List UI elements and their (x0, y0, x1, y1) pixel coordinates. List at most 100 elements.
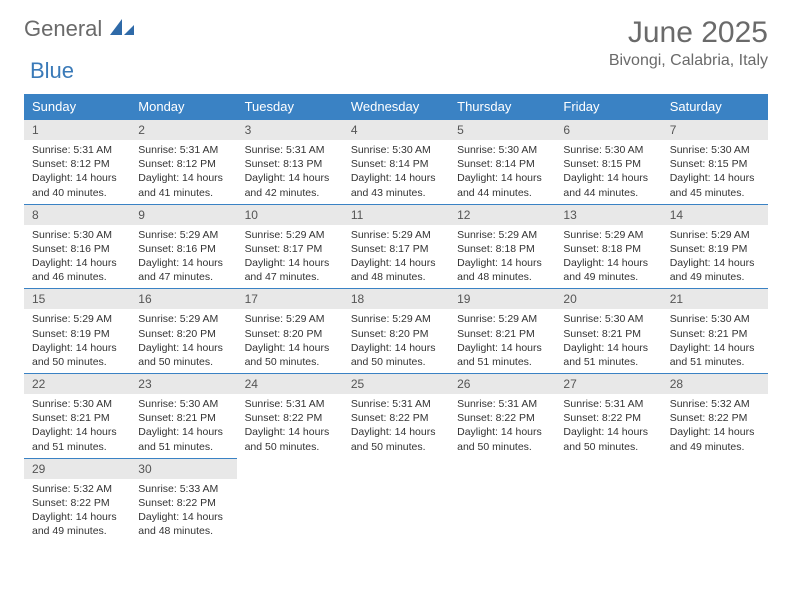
calendar-cell: 17Sunrise: 5:29 AMSunset: 8:20 PMDayligh… (237, 289, 343, 374)
location: Bivongi, Calabria, Italy (609, 52, 768, 70)
weekday-header: Monday (130, 94, 236, 120)
day-details: Sunrise: 5:30 AMSunset: 8:15 PMDaylight:… (555, 140, 661, 204)
logo-sail-icon (108, 17, 136, 42)
calendar-cell (343, 458, 449, 542)
calendar-cell: 16Sunrise: 5:29 AMSunset: 8:20 PMDayligh… (130, 289, 236, 374)
day-details: Sunrise: 5:29 AMSunset: 8:20 PMDaylight:… (130, 309, 236, 373)
day-number: 2 (130, 120, 236, 140)
day-number: 27 (555, 374, 661, 394)
calendar-cell (555, 458, 661, 542)
calendar-cell: 5Sunrise: 5:30 AMSunset: 8:14 PMDaylight… (449, 120, 555, 205)
day-details: Sunrise: 5:31 AMSunset: 8:22 PMDaylight:… (237, 394, 343, 458)
day-number: 23 (130, 374, 236, 394)
calendar-cell: 28Sunrise: 5:32 AMSunset: 8:22 PMDayligh… (662, 374, 768, 459)
weekday-header: Thursday (449, 94, 555, 120)
day-details: Sunrise: 5:32 AMSunset: 8:22 PMDaylight:… (24, 479, 130, 543)
day-number: 7 (662, 120, 768, 140)
calendar-cell: 18Sunrise: 5:29 AMSunset: 8:20 PMDayligh… (343, 289, 449, 374)
calendar-week: 1Sunrise: 5:31 AMSunset: 8:12 PMDaylight… (24, 120, 768, 205)
day-number: 28 (662, 374, 768, 394)
calendar-cell: 26Sunrise: 5:31 AMSunset: 8:22 PMDayligh… (449, 374, 555, 459)
calendar-cell: 11Sunrise: 5:29 AMSunset: 8:17 PMDayligh… (343, 204, 449, 289)
calendar-cell (662, 458, 768, 542)
day-details: Sunrise: 5:32 AMSunset: 8:22 PMDaylight:… (662, 394, 768, 458)
day-details: Sunrise: 5:29 AMSunset: 8:20 PMDaylight:… (343, 309, 449, 373)
weekday-header: Sunday (24, 94, 130, 120)
calendar-week: 8Sunrise: 5:30 AMSunset: 8:16 PMDaylight… (24, 204, 768, 289)
day-number: 10 (237, 205, 343, 225)
day-number: 1 (24, 120, 130, 140)
day-number: 6 (555, 120, 661, 140)
calendar-cell: 7Sunrise: 5:30 AMSunset: 8:15 PMDaylight… (662, 120, 768, 205)
calendar-cell: 21Sunrise: 5:30 AMSunset: 8:21 PMDayligh… (662, 289, 768, 374)
calendar-cell: 15Sunrise: 5:29 AMSunset: 8:19 PMDayligh… (24, 289, 130, 374)
calendar-cell: 24Sunrise: 5:31 AMSunset: 8:22 PMDayligh… (237, 374, 343, 459)
day-details: Sunrise: 5:29 AMSunset: 8:21 PMDaylight:… (449, 309, 555, 373)
day-details: Sunrise: 5:30 AMSunset: 8:15 PMDaylight:… (662, 140, 768, 204)
calendar-cell: 22Sunrise: 5:30 AMSunset: 8:21 PMDayligh… (24, 374, 130, 459)
day-number: 13 (555, 205, 661, 225)
calendar-cell: 19Sunrise: 5:29 AMSunset: 8:21 PMDayligh… (449, 289, 555, 374)
day-details: Sunrise: 5:29 AMSunset: 8:18 PMDaylight:… (555, 225, 661, 289)
day-number: 21 (662, 289, 768, 309)
calendar-cell: 29Sunrise: 5:32 AMSunset: 8:22 PMDayligh… (24, 458, 130, 542)
calendar-cell: 8Sunrise: 5:30 AMSunset: 8:16 PMDaylight… (24, 204, 130, 289)
calendar-cell: 25Sunrise: 5:31 AMSunset: 8:22 PMDayligh… (343, 374, 449, 459)
day-details: Sunrise: 5:29 AMSunset: 8:18 PMDaylight:… (449, 225, 555, 289)
day-number: 29 (24, 459, 130, 479)
day-details: Sunrise: 5:31 AMSunset: 8:22 PMDaylight:… (449, 394, 555, 458)
calendar-cell: 23Sunrise: 5:30 AMSunset: 8:21 PMDayligh… (130, 374, 236, 459)
day-number: 26 (449, 374, 555, 394)
day-details: Sunrise: 5:30 AMSunset: 8:21 PMDaylight:… (555, 309, 661, 373)
calendar-cell: 4Sunrise: 5:30 AMSunset: 8:14 PMDaylight… (343, 120, 449, 205)
month-title: June 2025 (609, 16, 768, 50)
calendar-body: 1Sunrise: 5:31 AMSunset: 8:12 PMDaylight… (24, 120, 768, 543)
day-details: Sunrise: 5:31 AMSunset: 8:12 PMDaylight:… (130, 140, 236, 204)
day-details: Sunrise: 5:29 AMSunset: 8:16 PMDaylight:… (130, 225, 236, 289)
day-number: 16 (130, 289, 236, 309)
calendar-table: SundayMondayTuesdayWednesdayThursdayFrid… (24, 94, 768, 542)
day-details: Sunrise: 5:29 AMSunset: 8:17 PMDaylight:… (237, 225, 343, 289)
day-details: Sunrise: 5:30 AMSunset: 8:14 PMDaylight:… (449, 140, 555, 204)
day-details: Sunrise: 5:29 AMSunset: 8:19 PMDaylight:… (24, 309, 130, 373)
weekday-header: Friday (555, 94, 661, 120)
day-number: 14 (662, 205, 768, 225)
day-number: 30 (130, 459, 236, 479)
weekday-header: Wednesday (343, 94, 449, 120)
calendar-week: 22Sunrise: 5:30 AMSunset: 8:21 PMDayligh… (24, 374, 768, 459)
calendar-cell (237, 458, 343, 542)
calendar-cell: 10Sunrise: 5:29 AMSunset: 8:17 PMDayligh… (237, 204, 343, 289)
calendar-cell: 14Sunrise: 5:29 AMSunset: 8:19 PMDayligh… (662, 204, 768, 289)
day-number: 20 (555, 289, 661, 309)
calendar-cell: 3Sunrise: 5:31 AMSunset: 8:13 PMDaylight… (237, 120, 343, 205)
logo-text-general: General (24, 16, 102, 42)
day-number: 3 (237, 120, 343, 140)
calendar-cell: 9Sunrise: 5:29 AMSunset: 8:16 PMDaylight… (130, 204, 236, 289)
calendar-cell: 1Sunrise: 5:31 AMSunset: 8:12 PMDaylight… (24, 120, 130, 205)
day-details: Sunrise: 5:31 AMSunset: 8:13 PMDaylight:… (237, 140, 343, 204)
day-number: 18 (343, 289, 449, 309)
day-number: 5 (449, 120, 555, 140)
day-number: 22 (24, 374, 130, 394)
calendar-week: 15Sunrise: 5:29 AMSunset: 8:19 PMDayligh… (24, 289, 768, 374)
day-number: 11 (343, 205, 449, 225)
calendar-cell: 13Sunrise: 5:29 AMSunset: 8:18 PMDayligh… (555, 204, 661, 289)
day-number: 8 (24, 205, 130, 225)
day-number: 15 (24, 289, 130, 309)
day-number: 4 (343, 120, 449, 140)
calendar-cell (449, 458, 555, 542)
calendar-cell: 2Sunrise: 5:31 AMSunset: 8:12 PMDaylight… (130, 120, 236, 205)
calendar-week: 29Sunrise: 5:32 AMSunset: 8:22 PMDayligh… (24, 458, 768, 542)
header: General June 2025 Bivongi, Calabria, Ita… (24, 16, 768, 70)
day-details: Sunrise: 5:30 AMSunset: 8:21 PMDaylight:… (24, 394, 130, 458)
day-details: Sunrise: 5:29 AMSunset: 8:20 PMDaylight:… (237, 309, 343, 373)
day-number: 12 (449, 205, 555, 225)
day-details: Sunrise: 5:31 AMSunset: 8:12 PMDaylight:… (24, 140, 130, 204)
calendar-cell: 12Sunrise: 5:29 AMSunset: 8:18 PMDayligh… (449, 204, 555, 289)
day-details: Sunrise: 5:30 AMSunset: 8:21 PMDaylight:… (662, 309, 768, 373)
day-number: 19 (449, 289, 555, 309)
weekday-header: Saturday (662, 94, 768, 120)
calendar-cell: 27Sunrise: 5:31 AMSunset: 8:22 PMDayligh… (555, 374, 661, 459)
calendar-cell: 6Sunrise: 5:30 AMSunset: 8:15 PMDaylight… (555, 120, 661, 205)
logo: General (24, 16, 140, 42)
